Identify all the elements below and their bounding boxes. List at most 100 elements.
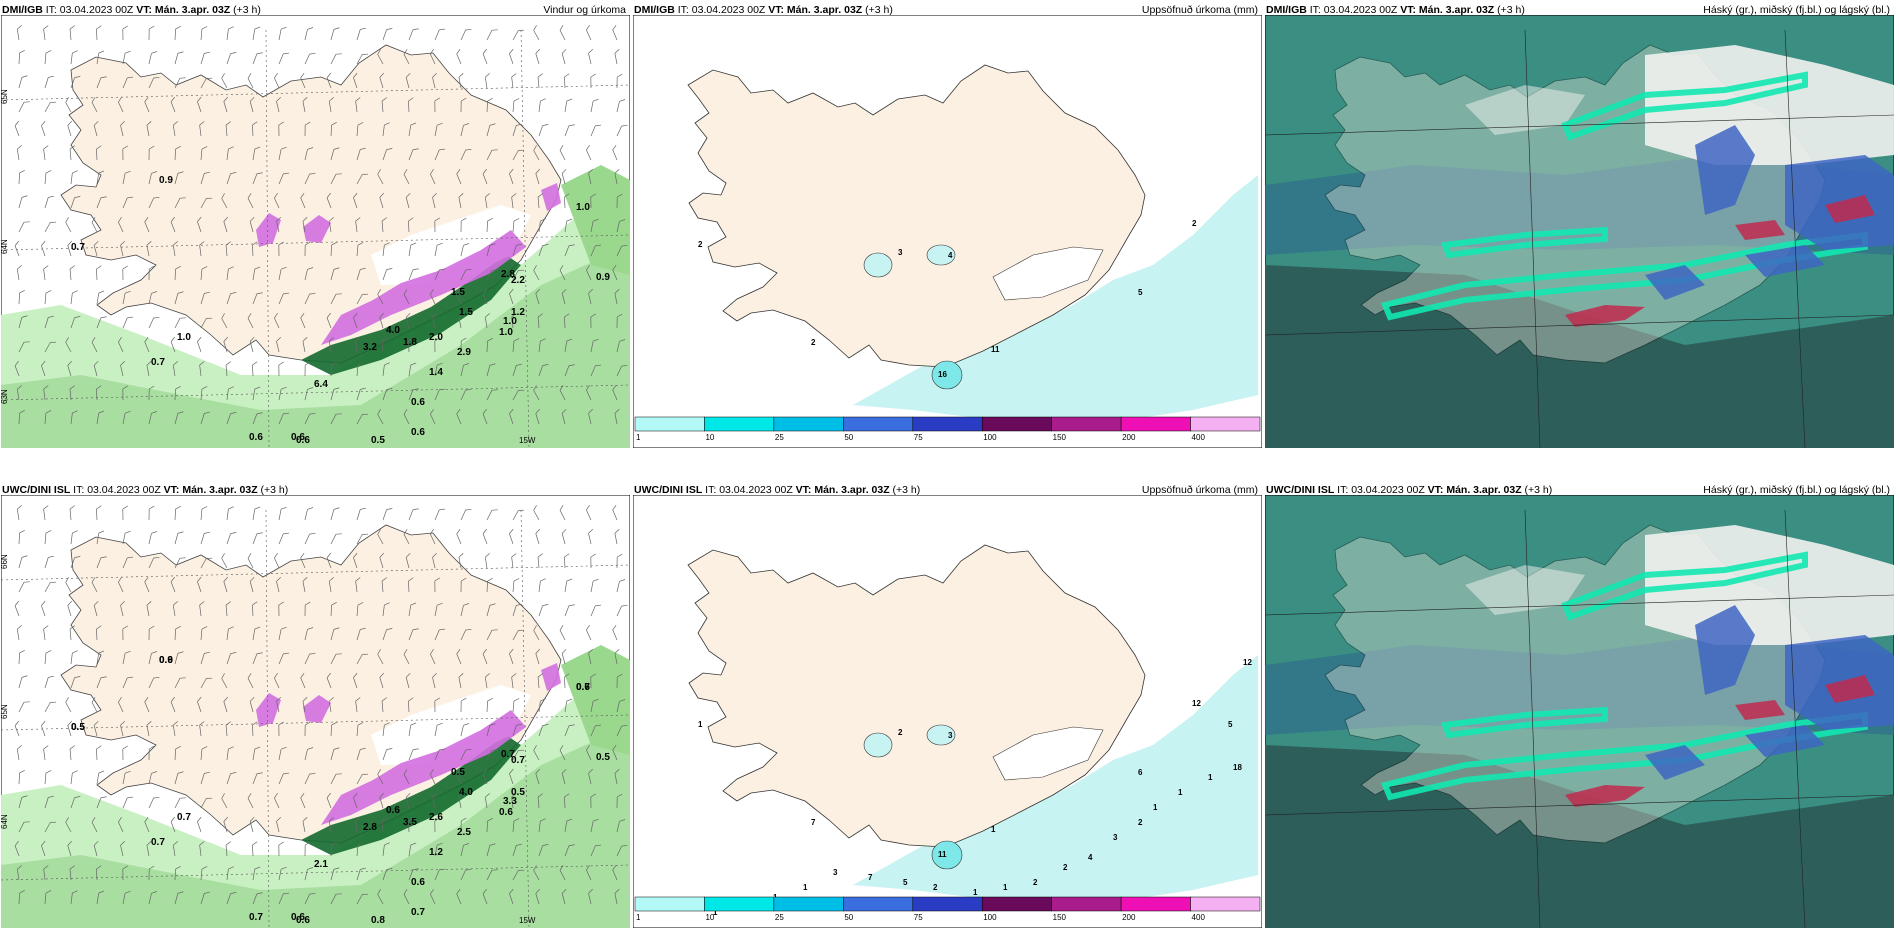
wind-barb — [330, 413, 342, 425]
wind-barb — [278, 506, 287, 521]
wind-barb — [200, 317, 213, 329]
wind-barb — [144, 96, 150, 113]
wind-barb — [247, 193, 254, 209]
wind-barb — [223, 336, 228, 353]
wind-barb — [252, 52, 263, 65]
wind-barb — [512, 578, 520, 593]
wind-barb — [612, 504, 618, 521]
wind-barb — [144, 336, 150, 353]
precip-value-label: 0.6 — [296, 435, 310, 446]
offset: (+3 h) — [865, 4, 893, 16]
wind-barb — [408, 602, 417, 617]
wind-barb — [274, 73, 280, 89]
wind-barb — [148, 505, 155, 521]
model-name: DMI/IGB — [2, 4, 43, 16]
wind-barb — [434, 268, 446, 281]
wind-barb — [252, 532, 263, 545]
mid-cloud-blue — [1645, 745, 1705, 780]
wind-barb — [408, 242, 417, 257]
wind-barb — [326, 792, 332, 809]
wind-barb — [44, 581, 57, 593]
wind-barb — [538, 604, 549, 617]
wind-barb — [355, 577, 361, 593]
wind-barb — [537, 793, 543, 809]
wind-barb — [356, 122, 364, 137]
wind-barb — [120, 840, 125, 857]
wind-barb — [561, 408, 567, 425]
precip-value-label: 2.8 — [363, 822, 377, 833]
wind-barb — [330, 121, 337, 137]
wind-barb — [382, 148, 393, 161]
wind-barb — [486, 817, 493, 833]
precip-value-label: 0.7 — [177, 812, 191, 823]
colorbar-swatch — [843, 896, 914, 912]
wind-barb — [174, 557, 186, 569]
wind-barb — [486, 869, 498, 881]
wind-barb — [586, 145, 592, 161]
precip-value-label: 1.4 — [429, 367, 443, 378]
wind-barb — [18, 195, 28, 209]
precip-value-label: 7 — [811, 818, 816, 827]
wind-barb — [18, 889, 25, 905]
wind-barb — [564, 604, 575, 617]
wind-barb — [430, 649, 436, 665]
mid-cloud-blue — [1695, 605, 1755, 695]
wind-barb — [144, 216, 150, 233]
wind-barb — [65, 697, 72, 713]
wind-barb — [512, 749, 525, 761]
wind-barb — [590, 73, 596, 89]
wind-barb — [300, 192, 306, 209]
wind-barb — [353, 792, 358, 809]
precip-value-label: 0.7 — [151, 837, 165, 848]
wind-barb — [172, 121, 178, 137]
wind-barb — [408, 868, 419, 881]
wind-barb — [174, 651, 184, 665]
wind-barb — [18, 315, 28, 329]
wind-barb — [356, 773, 369, 785]
wind-barb — [614, 409, 620, 425]
wind-barb — [16, 505, 22, 521]
wind-barb — [586, 505, 592, 521]
wind-barb — [614, 889, 620, 905]
wind-barb — [586, 745, 592, 761]
wind-barb — [200, 26, 208, 41]
wind-barb — [14, 720, 20, 737]
wind-barb — [70, 316, 81, 329]
vt-label: VT: Mán. 3.apr. 03Z — [795, 484, 890, 496]
precip-value-label: 0.7 — [411, 907, 425, 918]
colorbar-label: 200 — [1122, 913, 1136, 922]
wind-barb — [247, 673, 254, 689]
wind-barb — [96, 530, 105, 545]
wind-barb — [590, 364, 602, 377]
wind-barb — [353, 672, 358, 689]
wind-barb — [247, 313, 254, 329]
wind-barb — [122, 196, 134, 209]
precip-value-label: 1 — [713, 908, 718, 917]
wind-barb — [278, 266, 287, 281]
wind-barb — [174, 145, 181, 161]
wind-barb — [356, 387, 366, 401]
wind-barb — [302, 577, 308, 593]
wind-barb — [482, 48, 488, 65]
wind-barb — [96, 196, 107, 209]
wind-barb — [300, 552, 306, 569]
wind-barb — [70, 170, 78, 185]
wind-barb — [616, 339, 626, 353]
wind-barb — [148, 865, 155, 881]
wind-barb — [199, 721, 205, 737]
colorbar-swatch — [912, 416, 983, 432]
wind-barb — [326, 672, 332, 689]
wind-barb — [278, 26, 287, 41]
wind-barb — [382, 628, 393, 641]
precip-value-label: 0.6 — [411, 877, 425, 888]
wind-barb — [405, 312, 411, 329]
wind-barb — [70, 890, 78, 905]
graticule-line — [1524, 29, 1541, 448]
colorbar-label: 10 — [705, 433, 714, 442]
wind-barb — [588, 888, 593, 905]
wind-barb — [221, 673, 228, 689]
wind-barb — [226, 412, 237, 425]
wind-barb — [197, 696, 202, 713]
wind-barb — [43, 745, 49, 761]
glacier-precip — [863, 252, 893, 278]
